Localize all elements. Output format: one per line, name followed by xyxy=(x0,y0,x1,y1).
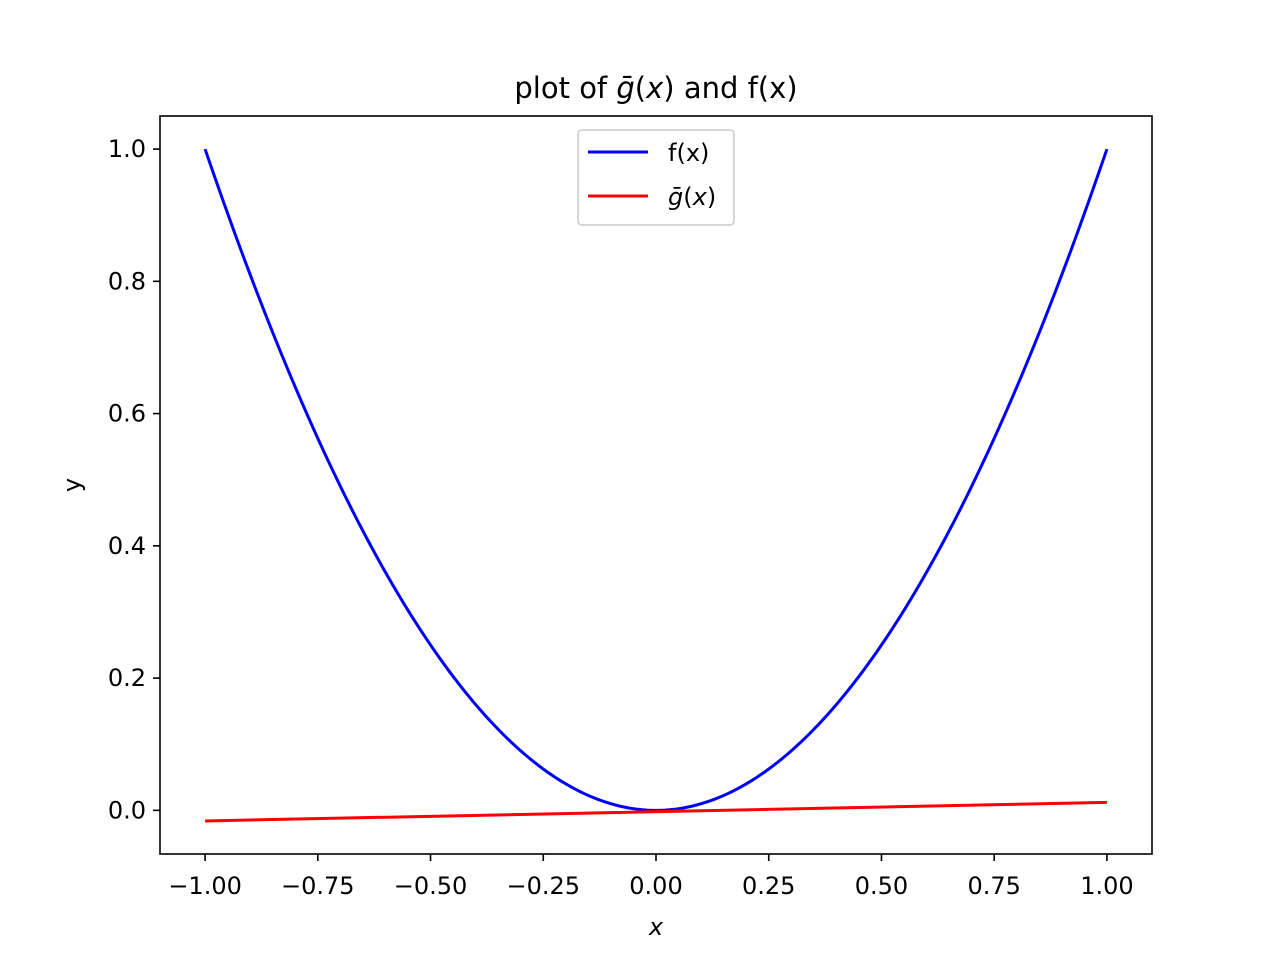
x-axis-label: x xyxy=(648,913,664,941)
x-tick-label: −0.75 xyxy=(281,872,355,900)
chart-title-x: x xyxy=(645,71,664,105)
legend: f(x) ḡ(x) xyxy=(577,129,735,226)
chart-title-part-1: plot of xyxy=(514,71,616,105)
y-tick-label: 0.0 xyxy=(108,796,146,824)
chart-title-gbar: ḡ xyxy=(616,71,634,105)
x-tick-label: 0.00 xyxy=(629,872,682,900)
chart-title-paren-open: ( xyxy=(635,71,646,105)
y-tick-label: 0.2 xyxy=(108,664,146,692)
legend-label-f: f(x) xyxy=(668,139,709,167)
legend-label-gbar-paren-open: ( xyxy=(683,183,692,211)
x-tick-label: 1.00 xyxy=(1080,872,1133,900)
chart-title: plot of ḡ(x) and f(x) xyxy=(514,71,797,105)
legend-label-gbar-x: x xyxy=(692,183,708,211)
x-tick-label: 0.50 xyxy=(855,872,908,900)
legend-label-gbar-g: ḡ xyxy=(668,183,683,211)
x-tick-label: 0.75 xyxy=(967,872,1020,900)
x-tick-label: −1.00 xyxy=(168,872,242,900)
x-tick-label: −0.50 xyxy=(394,872,468,900)
x-tick-label: −0.25 xyxy=(506,872,580,900)
y-tick-label: 0.4 xyxy=(108,532,146,560)
legend-box xyxy=(577,129,735,226)
x-tick-label: 0.25 xyxy=(742,872,795,900)
y-axis-ticks: 0.0 0.2 0.4 0.6 0.8 1.0 xyxy=(108,135,160,824)
chart-title-part-2: ) and f(x) xyxy=(663,71,797,105)
legend-label-gbar: ḡ(x) xyxy=(668,183,716,211)
y-tick-label: 0.6 xyxy=(108,400,146,428)
x-axis-ticks: −1.00 −0.75 −0.50 −0.25 0.00 0.25 0.50 0.75 1.00 xyxy=(168,854,1134,900)
y-axis-label: y xyxy=(58,478,86,492)
series-layer xyxy=(203,148,1109,823)
legend-label-gbar-paren-close: ) xyxy=(707,183,716,211)
y-tick-label: 1.0 xyxy=(108,135,146,163)
series-line-gbar xyxy=(205,800,1107,823)
y-tick-label: 0.8 xyxy=(108,267,146,295)
